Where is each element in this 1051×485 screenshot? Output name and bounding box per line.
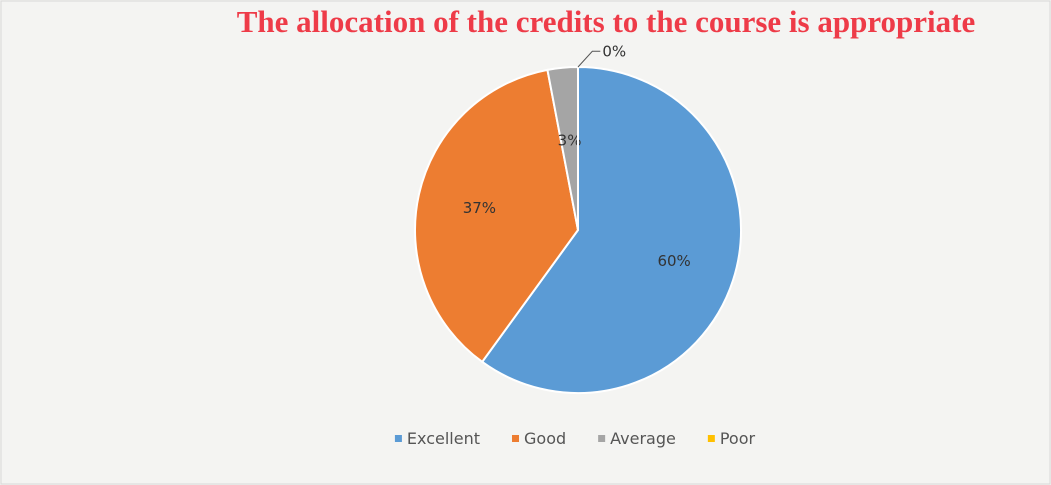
legend-swatch [394,435,402,442]
legend-swatch [512,435,520,442]
data-label: 37% [463,199,496,217]
data-label: 0% [602,42,626,60]
legend-label: Good [524,429,566,448]
legend-label: Average [610,429,676,448]
legend-swatch [598,435,606,442]
leader-line [577,50,601,68]
legend-label: Excellent [407,429,480,448]
legend-swatch [707,435,715,442]
pie-slice [414,68,580,364]
data-label: 3% [558,132,582,150]
legend-label: Poor [720,429,756,448]
data-label: 60% [657,252,690,270]
chart-title: The allocation of the credits to the cou… [237,4,975,39]
pie-slice [480,65,742,394]
